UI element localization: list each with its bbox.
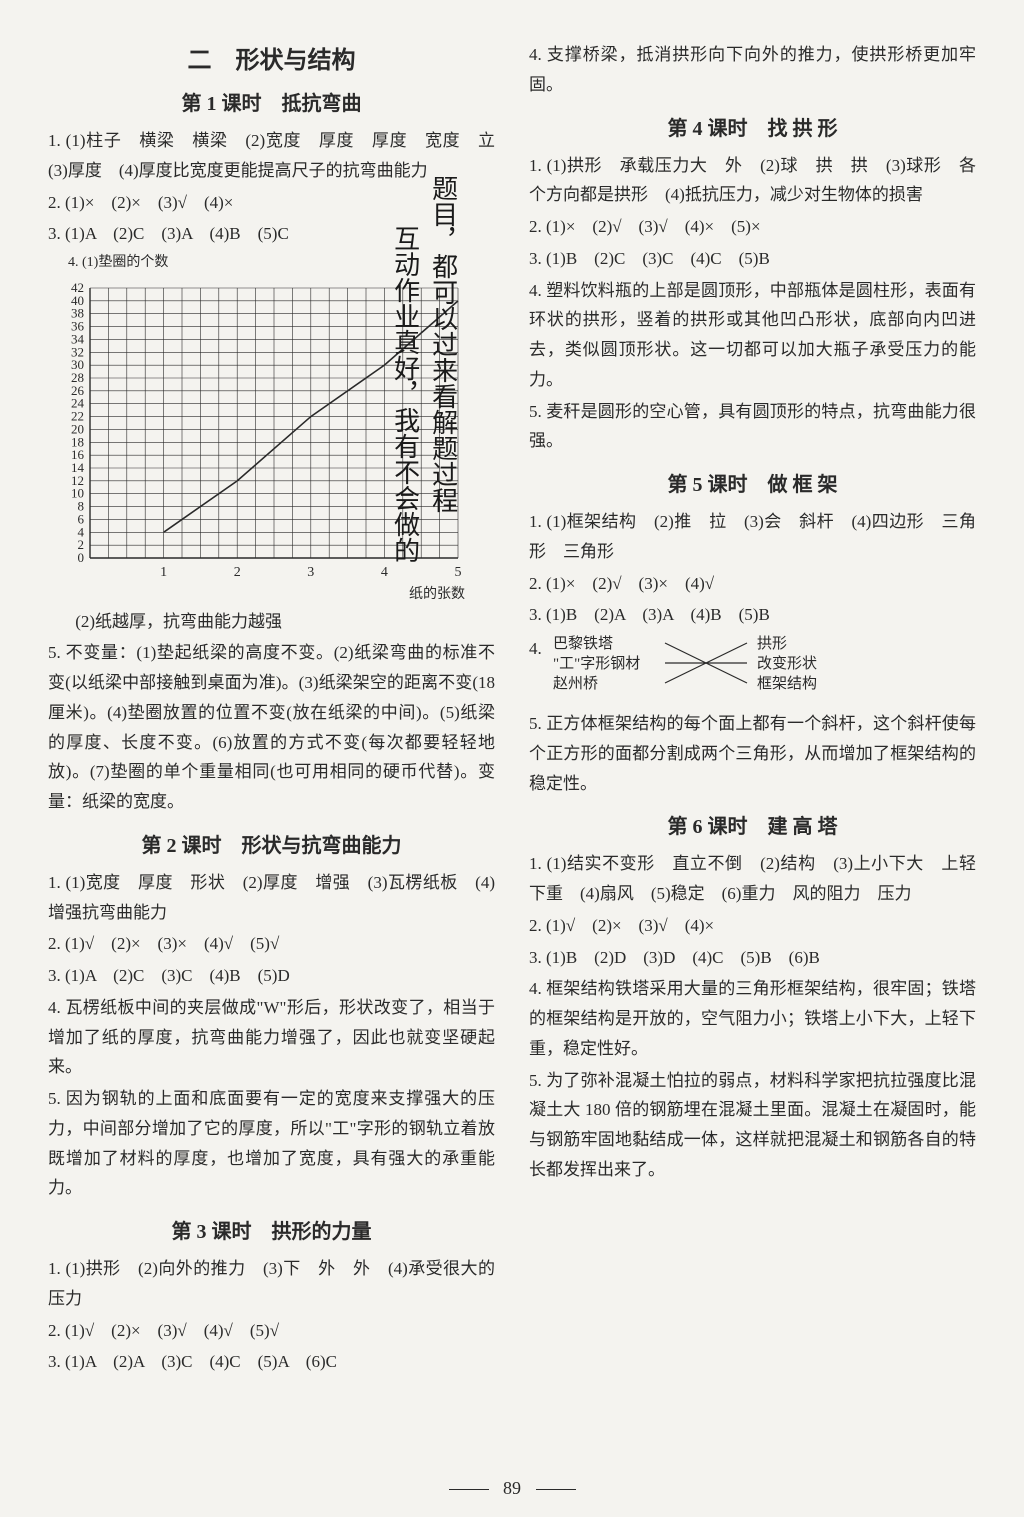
l3-q2: 2. (1)√ (2)× (3)√ (4)√ (5)√: [48, 1316, 495, 1346]
svg-text:0: 0: [78, 550, 85, 565]
l6-q5: 5. 为了弥补混凝土怕拉的弱点，材料科学家把抗拉强度比混凝土大 180 倍的钢筋…: [529, 1066, 976, 1185]
svg-text:24: 24: [71, 395, 85, 410]
l6-q3: 3. (1)B (2)D (3)D (4)C (5)B (6)B: [529, 943, 976, 973]
lesson6-title: 第 6 课时 建 高 塔: [529, 810, 976, 839]
lesson4-title: 第 4 课时 找 拱 形: [529, 112, 976, 141]
svg-text:38: 38: [71, 305, 84, 320]
svg-text:"工"字形钢材: "工"字形钢材: [553, 655, 640, 672]
svg-text:20: 20: [71, 421, 84, 436]
svg-text:30: 30: [71, 357, 84, 372]
svg-text:36: 36: [71, 318, 85, 333]
svg-text:14: 14: [71, 460, 85, 475]
l4-q1: 1. (1)拱形 承载压力大 外 (2)球 拱 拱 (3)球形 各个方向都是拱形…: [529, 151, 976, 211]
l5-q5: 5. 正方体框架结构的每个面上都有一个斜杆，这个斜杆使每个正方形的面都分割成两个…: [529, 709, 976, 798]
svg-text:4: 4: [381, 565, 388, 580]
svg-text:8: 8: [78, 498, 85, 513]
lesson3-title: 第 3 课时 拱形的力量: [48, 1215, 495, 1244]
section-title: 二 形状与结构: [48, 40, 495, 75]
svg-text:42: 42: [71, 282, 84, 295]
l2-q2: 2. (1)√ (2)× (3)× (4)√ (5)√: [48, 929, 495, 959]
l4-q4: 4. 塑料饮料瓶的上部是圆顶形，中部瓶体是圆柱形，表面有环状的拱形，竖着的拱形或…: [529, 276, 976, 395]
l5-q1: 1. (1)框架结构 (2)推 拉 (3)会 斜杆 (4)四边形 三角形 三角形: [529, 507, 976, 567]
svg-text:16: 16: [71, 447, 85, 462]
l5-q3: 3. (1)B (2)A (3)A (4)B (5)B: [529, 600, 976, 630]
l4-q2: 2. (1)× (2)√ (3)√ (4)× (5)×: [529, 212, 976, 242]
l2-q1: 1. (1)宽度 厚度 形状 (2)厚度 增强 (3)瓦楞纸板 (4)增强抗弯曲…: [48, 868, 495, 928]
svg-text:改变形状: 改变形状: [757, 655, 817, 672]
l5-q4-label: 4.: [529, 634, 542, 664]
l6-q2: 2. (1)√ (2)× (3)√ (4)×: [529, 911, 976, 941]
svg-text:2: 2: [234, 565, 241, 580]
answers-page: 二 形状与结构 第 1 课时 抵抗弯曲 1. (1)柱子 横梁 横梁 (2)宽度…: [0, 0, 1024, 1450]
svg-text:4: 4: [78, 524, 85, 539]
svg-text:40: 40: [71, 292, 84, 307]
l4-q3: 3. (1)B (2)C (3)C (4)C (5)B: [529, 244, 976, 274]
svg-text:32: 32: [71, 344, 84, 359]
svg-text:拱形: 拱形: [757, 635, 787, 652]
svg-text:巴黎铁塔: 巴黎铁塔: [553, 635, 613, 652]
l2-q3: 3. (1)A (2)C (3)C (4)B (5)D: [48, 961, 495, 991]
svg-text:5: 5: [455, 565, 462, 580]
l1-q5: 5. 不变量：(1)垫起纸梁的高度不变。(2)纸梁弯曲的标准不变(以纸梁中部接触…: [48, 638, 495, 817]
svg-text:12: 12: [71, 472, 84, 487]
svg-text:赵州桥: 赵州桥: [553, 675, 598, 692]
svg-text:3: 3: [307, 565, 314, 580]
l5-q4-match-block: 4. 巴黎铁塔 "工"字形钢材赵州桥 拱形改变形状框架结构: [529, 634, 976, 705]
svg-text:22: 22: [71, 408, 84, 423]
l2-q4: 4. 瓦楞纸板中间的夹层做成"W"形后，形状改变了，相当于增加了纸的厚度，抗弯曲…: [48, 993, 495, 1082]
svg-text:6: 6: [78, 511, 85, 526]
matching-diagram: 巴黎铁塔 "工"字形钢材赵州桥 拱形改变形状框架结构: [547, 634, 857, 700]
svg-text:34: 34: [71, 331, 85, 346]
lesson2-title: 第 2 课时 形状与抗弯曲能力: [48, 829, 495, 858]
l5-q2: 2. (1)× (2)√ (3)× (4)√: [529, 569, 976, 599]
l4-q5: 5. 麦秆是圆形的空心管，具有圆顶形的特点，抗弯曲能力很强。: [529, 397, 976, 457]
l1-q4b: (2)纸越厚，抗弯曲能力越强: [48, 607, 495, 637]
lesson5-title: 第 5 课时 做 框 架: [529, 468, 976, 497]
l2-q5: 5. 因为钢轨的上面和底面要有一定的宽度来支撑强大的压力，中间部分增加了它的厚度…: [48, 1084, 495, 1203]
l3-q4: 4. 支撑桥梁，抵消拱形向下向外的推力，使拱形桥更加牢固。: [529, 40, 976, 100]
svg-text:10: 10: [71, 485, 84, 500]
chart-xlabel: 纸的张数: [48, 583, 495, 603]
handwriting-2: 互动作业真好，我有不会做的: [390, 225, 419, 563]
lesson1-title: 第 1 课时 抵抗弯曲: [48, 87, 495, 116]
l3-q3: 3. (1)A (2)A (3)C (4)C (5)A (6)C: [48, 1347, 495, 1377]
svg-text:1: 1: [160, 565, 167, 580]
svg-text:28: 28: [71, 370, 84, 385]
svg-text:18: 18: [71, 434, 84, 449]
svg-text:26: 26: [71, 382, 85, 397]
page-footer: 89: [0, 1478, 1024, 1499]
l6-q1: 1. (1)结实不变形 直立不倒 (2)结构 (3)上小下大 上轻下重 (4)扇…: [529, 849, 976, 909]
footer-dash-left: [449, 1489, 489, 1490]
svg-text:框架结构: 框架结构: [757, 675, 817, 692]
svg-text:2: 2: [78, 537, 85, 552]
page-number: 89: [503, 1478, 521, 1498]
handwriting-1: 题目，都可以过来看解题过程: [428, 175, 457, 513]
l3-q1-left: 1. (1)拱形 (2)向外的推力 (3)下 外 外 (4)承受很大的压力: [48, 1254, 495, 1314]
l6-q4: 4. 框架结构铁塔采用大量的三角形框架结构，很牢固；铁塔的框架结构是开放的，空气…: [529, 974, 976, 1063]
footer-dash-right: [536, 1489, 576, 1490]
